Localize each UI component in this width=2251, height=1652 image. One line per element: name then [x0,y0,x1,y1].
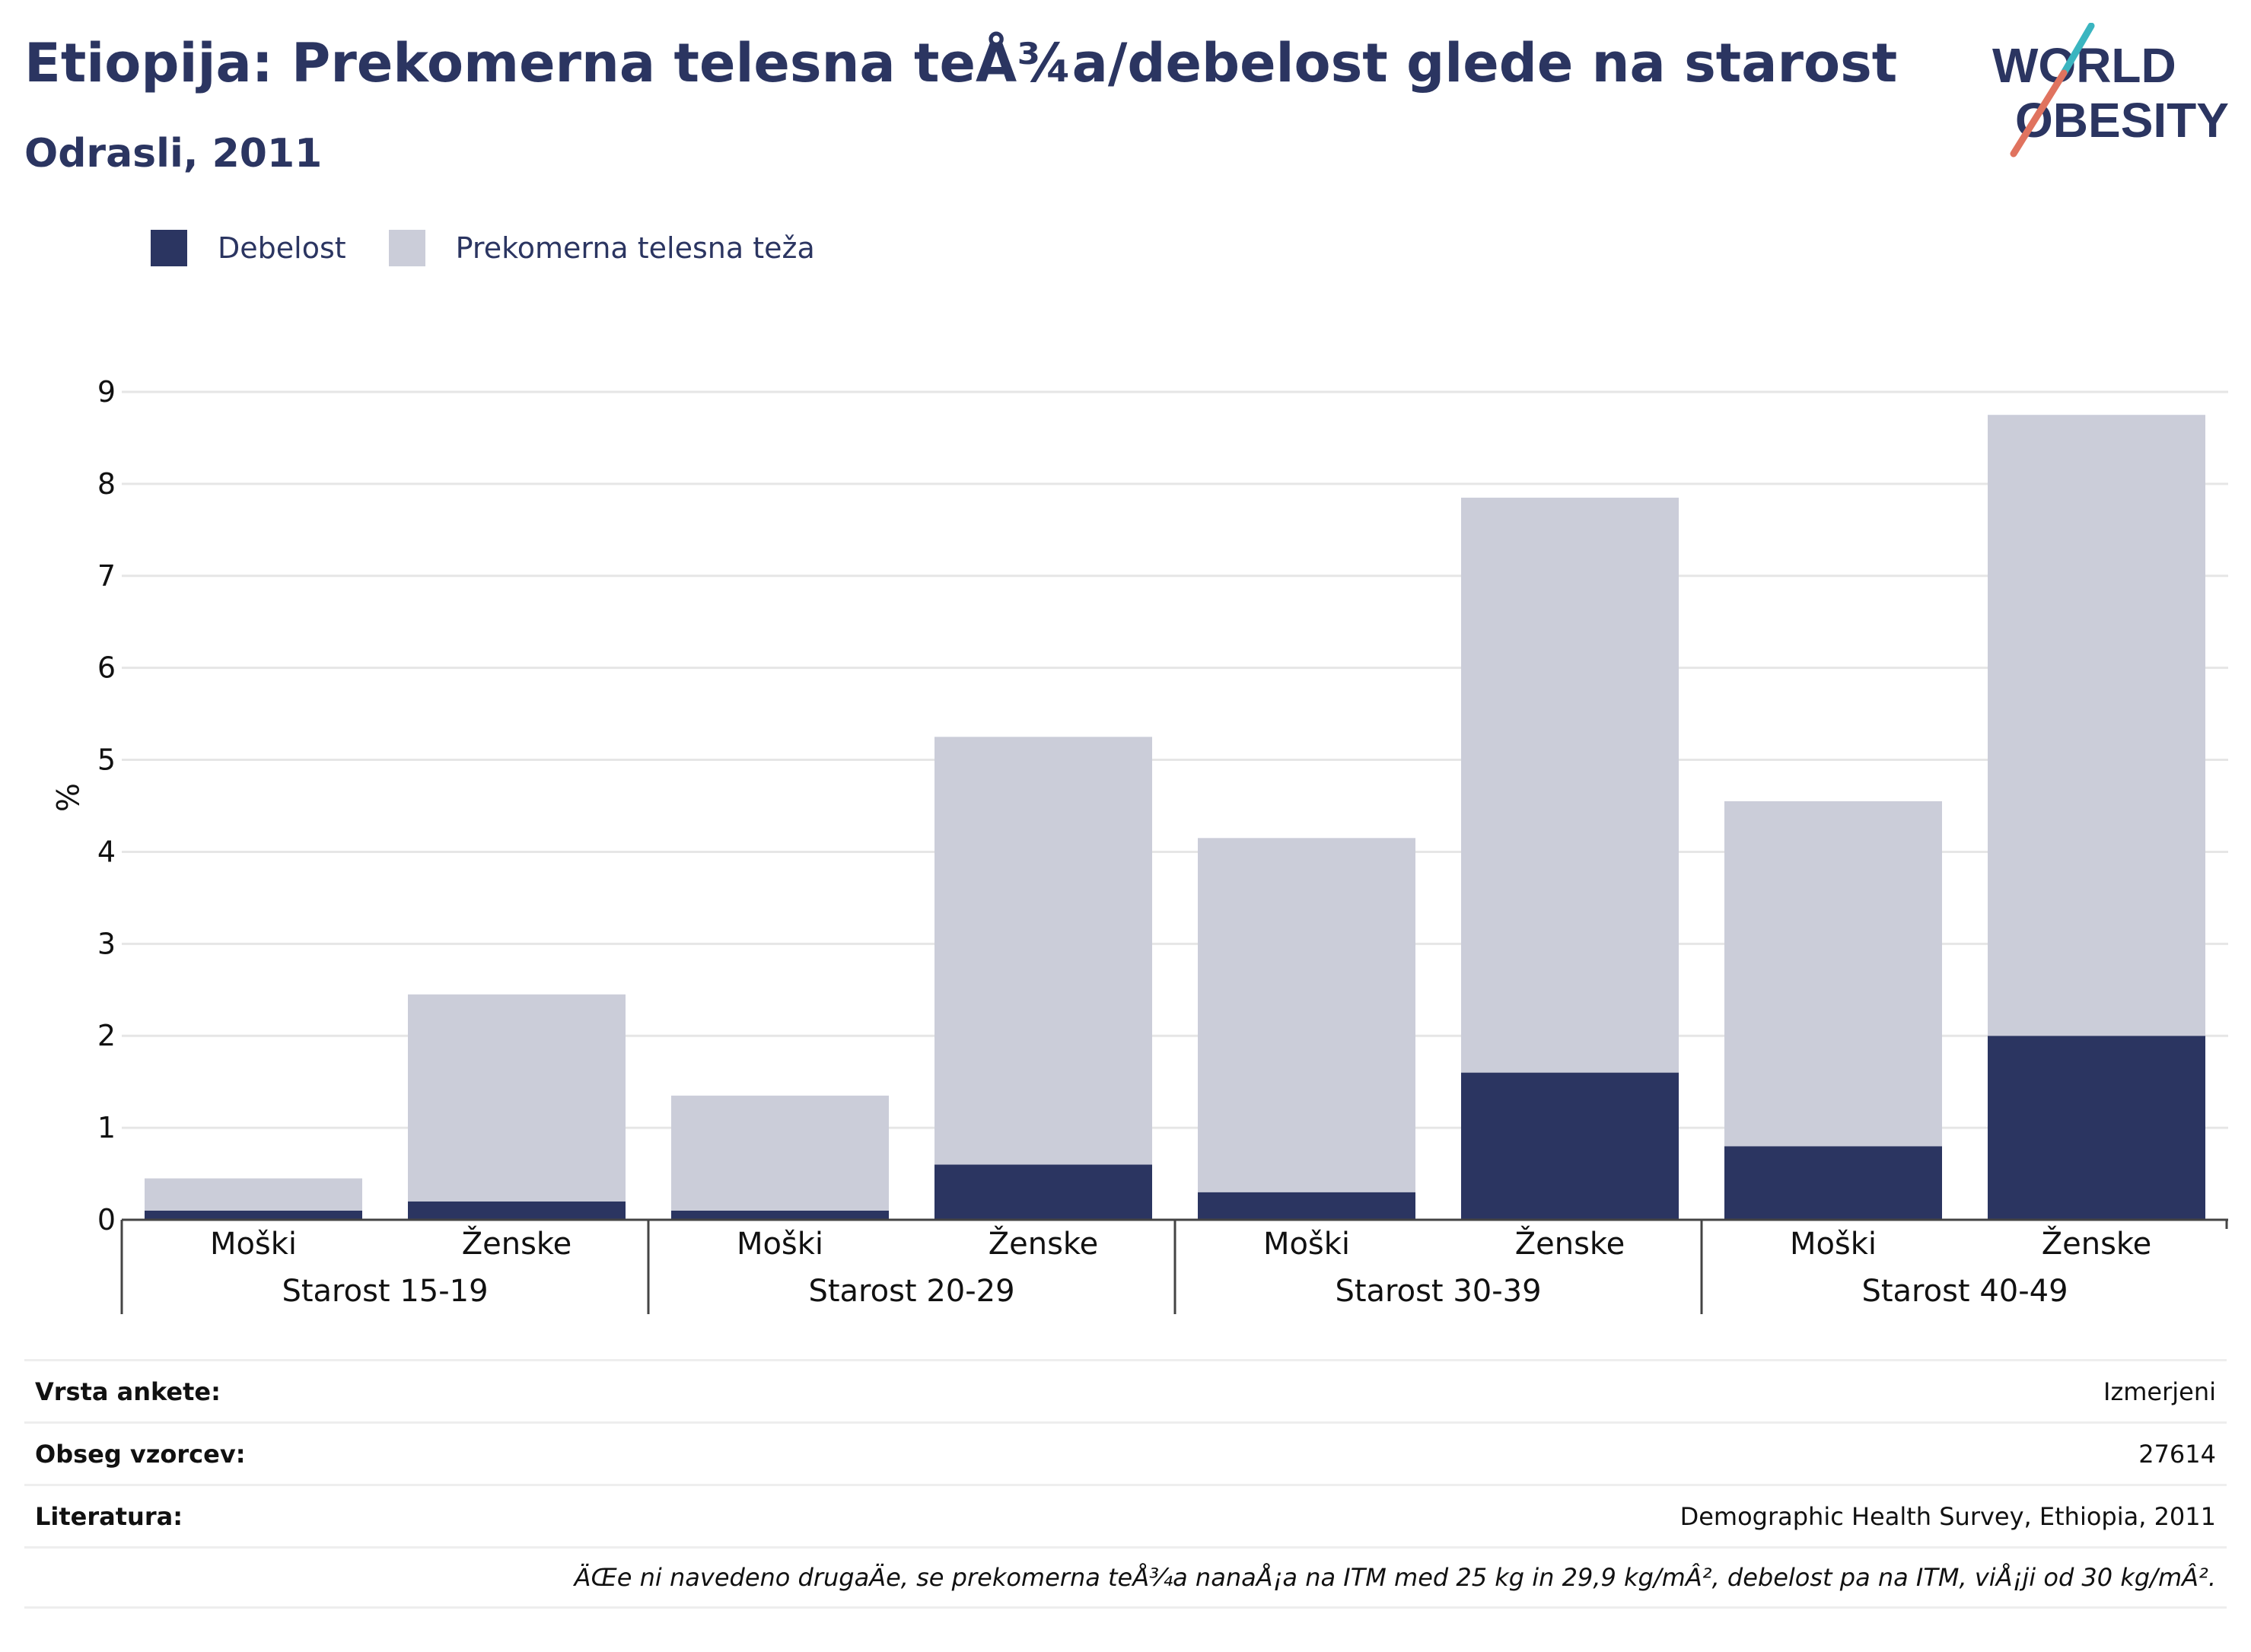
x-category-label: Moški [210,1227,297,1262]
legend-item-overweight[interactable]: Prekomerna telesna teža [388,230,815,266]
logo-line1: WORLD [1992,38,2176,93]
legend-label-overweight: Prekomerna telesna teža [455,231,815,265]
legend-item-obesity[interactable]: Debelost [151,230,346,266]
bar-overweight [408,994,626,1202]
bar-overweight [671,1095,889,1211]
bar-obesity [1724,1146,1942,1220]
legend-swatch-overweight [388,230,425,266]
bar-chart: 0 1 2 3 4 5 6 7 8 9% Moški Ženske Starost 15-19 Moški… [49,375,2228,1314]
bar-obesity [1198,1192,1415,1220]
chart-legend: Debelost Prekomerna telesna teža [151,225,858,271]
bar-obesity [934,1164,1152,1220]
legend-swatch-obesity [151,230,187,266]
bar-obesity [145,1210,362,1220]
bar-overweight [1724,801,1942,1147]
meta-value: Izmerjeni [2103,1377,2216,1406]
y-tick-label: 8 [97,467,116,501]
x-category-label: Ženske [989,1225,1099,1262]
bar-obesity [1461,1072,1679,1220]
x-group-label: Starost 30-39 [1335,1274,1541,1309]
bar-overweight [145,1178,362,1211]
x-category-label: Moški [1790,1227,1877,1262]
legend-label-obesity: Debelost [218,231,346,265]
y-tick-label: 2 [97,1019,116,1052]
y-axis-label: % [49,783,84,812]
chart-subtitle: Odrasli, 2011 [24,131,323,177]
x-category-label: Ženske [462,1225,572,1262]
bar-overweight [934,737,1152,1165]
bar-overweight [1461,498,1679,1073]
bar-obesity [671,1210,889,1220]
y-tick-label: 6 [97,651,116,685]
y-tick-label: 3 [97,927,116,960]
meta-value: Demographic Health Survey, Ethiopia, 201… [1679,1501,2216,1531]
y-tick-label: 5 [97,743,116,777]
x-category-label: Ženske [1515,1225,1625,1262]
x-category-label: Moški [737,1227,823,1262]
x-group-label: Starost 15-19 [282,1274,488,1309]
meta-key: Vrsta ankete: [35,1377,221,1406]
meta-key: Literatura: [35,1501,183,1531]
meta-key: Obseg vzorcev: [35,1439,246,1469]
meta-row-survey-type: Vrsta ankete: Izmerjeni [24,1359,2227,1421]
meta-value: 27614 [2138,1439,2216,1469]
x-category-label: Moški [1263,1227,1350,1262]
logo-stroke-teal [2060,23,2095,77]
logo-line2: OBESITY [2015,93,2229,148]
y-tick-label: 7 [97,559,116,593]
x-group-label: Starost 20-29 [808,1274,1014,1309]
bar-obesity [1988,1036,2205,1220]
logo-stroke-coral [2010,69,2068,158]
footnote: ÄŒe ni navedeno drugaÄe, se prekomerna t… [24,1546,2227,1609]
meta-row-sample-size: Obseg vzorcev: 27614 [24,1421,2227,1484]
y-tick-label: 1 [97,1111,116,1144]
survey-info-table: Vrsta ankete: Izmerjeni Obseg vzorcev: 2… [24,1359,2227,1609]
x-category-label: Ženske [2042,1225,2152,1262]
x-group-label: Starost 40-49 [1861,1274,2068,1309]
y-tick-label: 0 [97,1203,116,1237]
y-tick-label: 4 [97,835,116,868]
bar-overweight [1988,415,2205,1036]
chart-title: Etiopija: Prekomerna telesna teÅ¾a/debel… [24,32,1898,94]
y-tick-label: 9 [97,375,116,409]
bar-overweight [1198,838,1415,1192]
world-obesity-logo: WORLD OBESITY [1992,23,2229,158]
meta-row-reference: Literatura: Demographic Health Survey, E… [24,1484,2227,1546]
bar-obesity [408,1201,626,1220]
